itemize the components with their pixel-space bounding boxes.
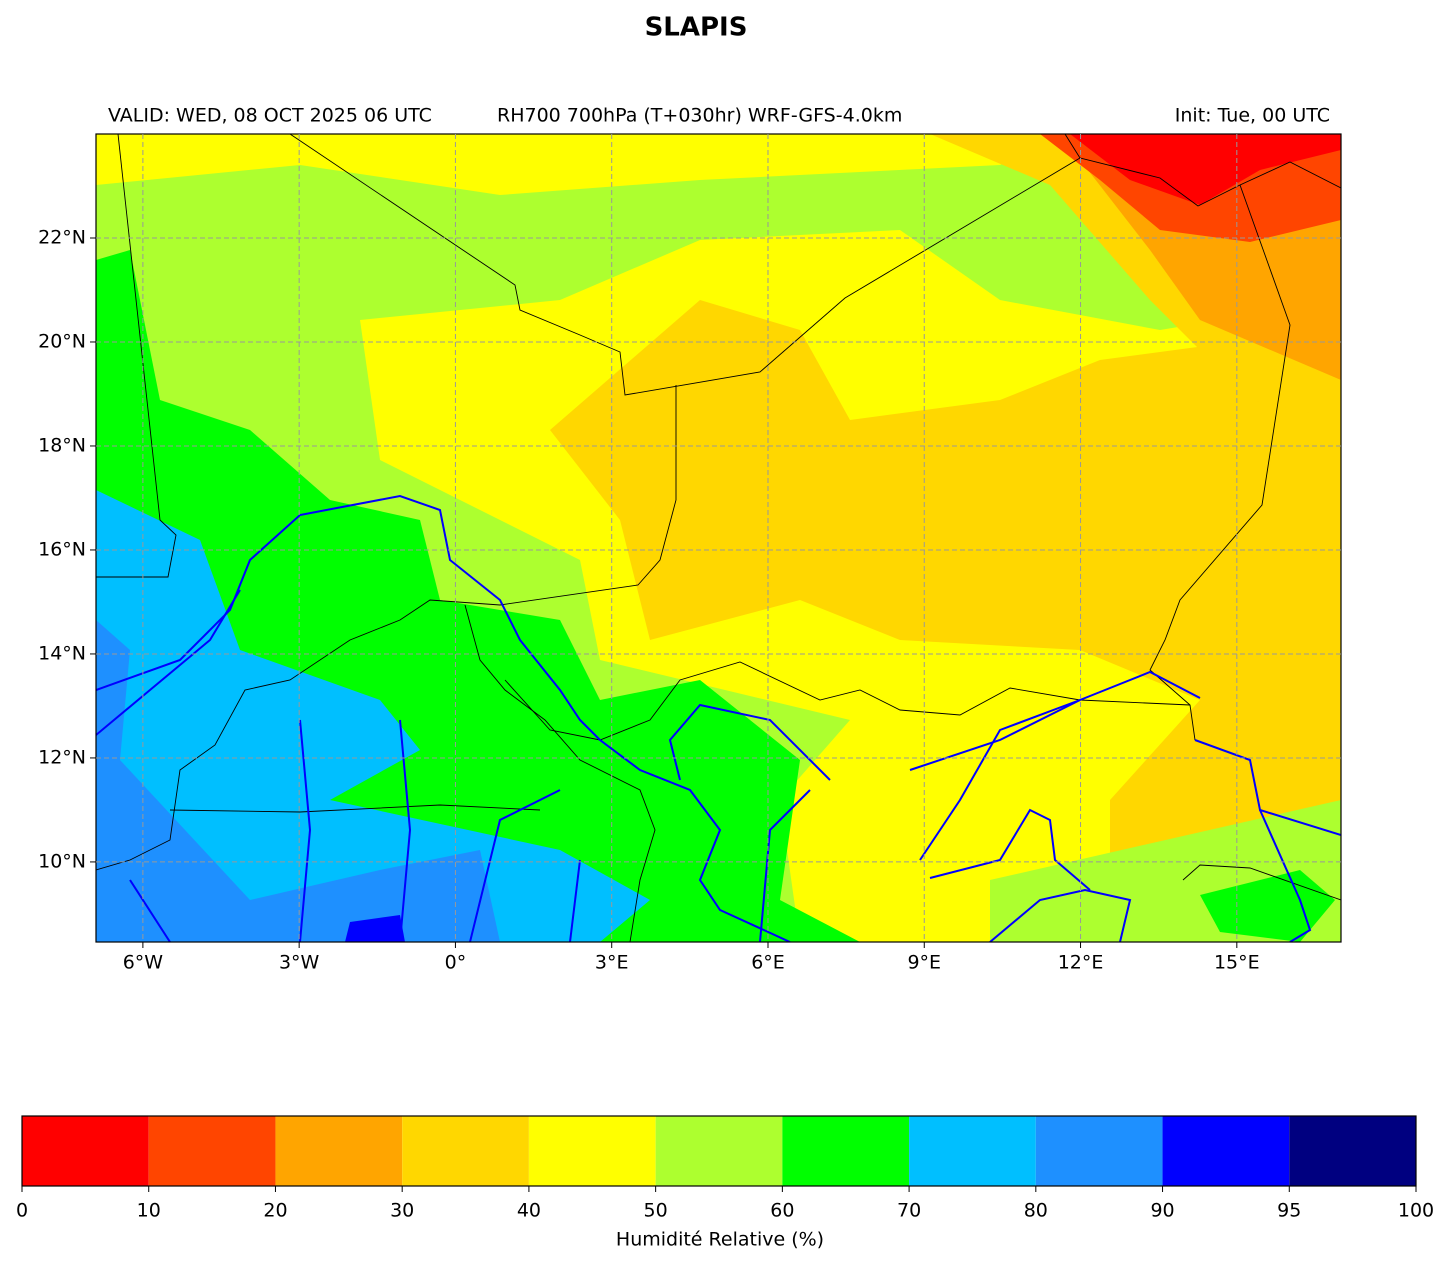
lon-tick-label: 3°W xyxy=(279,952,320,974)
colorbar-segment xyxy=(148,1116,276,1186)
lon-tick-label: 15°E xyxy=(1214,952,1260,974)
colorbar-tick-label: 10 xyxy=(137,1200,161,1222)
init-time: Init: Tue, 00 UTC xyxy=(1175,105,1330,127)
colorbar-segment xyxy=(909,1116,1036,1186)
lat-tick-label: 12°N xyxy=(38,746,86,768)
colorbar-tick-label: 50 xyxy=(644,1200,668,1222)
lon-tick-label: 9°E xyxy=(907,952,941,974)
humidity-field xyxy=(96,134,1341,942)
colorbar-tick-label: 80 xyxy=(1024,1200,1048,1222)
valid-time: VALID: WED, 08 OCT 2025 06 UTC xyxy=(108,105,432,127)
colorbar-tick-label: 30 xyxy=(390,1200,414,1222)
colorbar-tick-label: 20 xyxy=(263,1200,287,1222)
colorbar-tick-label: 90 xyxy=(1150,1200,1174,1222)
colorbar-segment xyxy=(22,1116,149,1186)
colorbar-segment xyxy=(1162,1116,1290,1186)
lat-tick-label: 20°N xyxy=(38,330,86,352)
colorbar-tick-label: 60 xyxy=(770,1200,794,1222)
lat-tick-label: 16°N xyxy=(38,538,86,560)
lat-tick-label: 18°N xyxy=(38,434,86,456)
colorbar-segment xyxy=(655,1116,783,1186)
colorbar-tick-label: 40 xyxy=(517,1200,541,1222)
lat-tick-label: 10°N xyxy=(38,850,86,872)
lon-tick-label: 12°E xyxy=(1058,952,1104,974)
lon-tick-label: 3°E xyxy=(595,952,629,974)
colorbar-frame xyxy=(21,1115,1417,1187)
lon-tick-label: 0° xyxy=(445,952,467,974)
colorbar-label: Humidité Relative (%) xyxy=(616,1229,824,1251)
colorbar-tick-label: 0 xyxy=(16,1200,28,1222)
colorbar-tick-label: 70 xyxy=(897,1200,921,1222)
lat-tick-label: 22°N xyxy=(38,226,86,248)
colorbar-segment xyxy=(1289,1116,1416,1186)
map-frame xyxy=(95,133,1342,943)
lon-tick-label: 6°E xyxy=(751,952,785,974)
title: SLAPIS xyxy=(645,13,748,43)
colorbar-segment xyxy=(1035,1116,1163,1186)
colorbar-segment xyxy=(275,1116,403,1186)
lon-tick-label: 6°W xyxy=(123,952,164,974)
colorbar-tick-label: 100 xyxy=(1398,1200,1434,1222)
product: RH700 700hPa (T+030hr) WRF-GFS-4.0km xyxy=(497,105,902,127)
colorbar-tick-label: 95 xyxy=(1277,1200,1301,1222)
colorbar-segment xyxy=(782,1116,910,1186)
lat-tick-label: 14°N xyxy=(38,642,86,664)
colorbar-segment xyxy=(528,1116,656,1186)
colorbar-segment xyxy=(402,1116,529,1186)
